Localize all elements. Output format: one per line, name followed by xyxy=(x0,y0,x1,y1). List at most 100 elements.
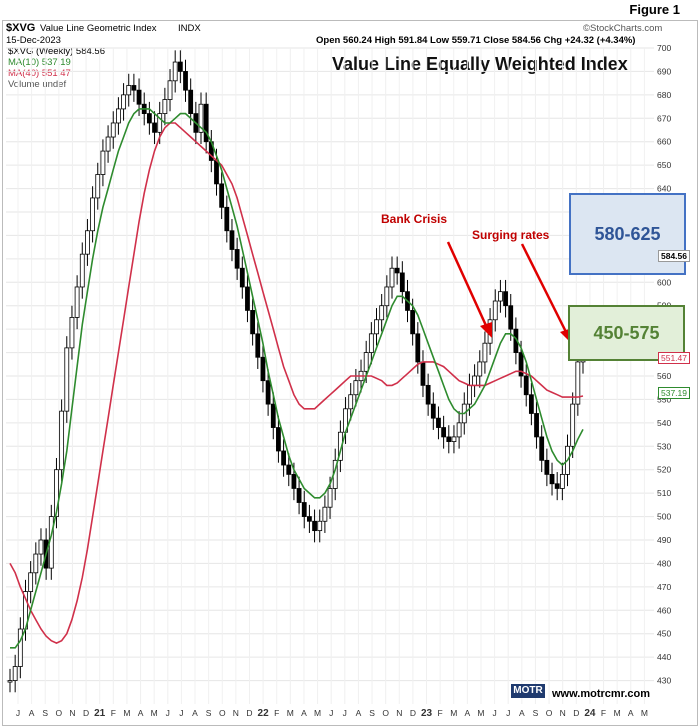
candle-body xyxy=(74,286,80,318)
y-tick-label: 460 xyxy=(657,605,671,615)
x-tick-label: M xyxy=(450,708,457,718)
y-tick-label: 660 xyxy=(657,137,671,147)
ma40-price-tag: 551.47 xyxy=(658,352,690,364)
x-tick-label: A xyxy=(138,708,144,718)
x-tick-label: D xyxy=(83,708,89,718)
chart-date: 15-Dec-2023 xyxy=(6,35,61,46)
x-tick-label: M xyxy=(151,708,158,718)
candle-body xyxy=(327,488,333,508)
candle-body xyxy=(570,403,576,447)
x-tick-label: F xyxy=(274,708,279,718)
candle-body xyxy=(234,249,240,269)
candle-body xyxy=(12,666,18,681)
x-tick-label: S xyxy=(206,708,212,718)
x-tick-label: D xyxy=(573,708,579,718)
candle-body xyxy=(534,413,539,438)
ohlc-readout: Open 560.24 High 591.84 Low 559.71 Close… xyxy=(316,35,636,46)
candle-body xyxy=(420,361,426,386)
candle-body xyxy=(394,267,400,274)
x-tick-label: A xyxy=(301,708,307,718)
x-tick-label: A xyxy=(29,708,35,718)
x-tick-label: M xyxy=(314,708,321,718)
y-tick-label: 430 xyxy=(657,676,671,686)
candle-body xyxy=(389,267,395,288)
x-tick-label: 23 xyxy=(421,708,433,719)
candle-body xyxy=(157,113,163,133)
x-tick-label: N xyxy=(396,708,402,718)
legend-ma10: MA(10) 537.19 xyxy=(8,57,71,68)
x-tick-label: O xyxy=(56,708,63,718)
candle-body xyxy=(399,272,405,293)
candle-body xyxy=(348,394,354,410)
candle-body xyxy=(64,347,70,412)
candle-body xyxy=(575,361,581,405)
candle-body xyxy=(260,356,266,382)
chart-title: Value Line Equally Weighted Index xyxy=(332,54,628,74)
y-tick-label: 670 xyxy=(657,113,671,123)
candle-body xyxy=(368,333,374,353)
candle-body xyxy=(503,291,508,307)
candle-body xyxy=(322,506,328,522)
y-tick-label: 700 xyxy=(657,43,671,53)
x-tick-label: A xyxy=(356,708,362,718)
x-tick-label: A xyxy=(192,708,198,718)
x-tick-label: M xyxy=(477,708,484,718)
y-tick-label: 510 xyxy=(657,488,671,498)
x-tick-label: F xyxy=(601,708,606,718)
candle-body xyxy=(446,436,452,442)
candle-body xyxy=(441,427,447,438)
x-tick-label: A xyxy=(519,708,525,718)
legend-weekly: $XVG (Weekly) 584.56 xyxy=(8,46,105,57)
candle-body xyxy=(224,206,230,232)
candle-body xyxy=(136,89,142,105)
last-price-tag: 584.56 xyxy=(658,250,690,262)
index-name: Value Line Geometric Index xyxy=(40,23,157,34)
x-tick-label: O xyxy=(382,708,389,718)
candle-body xyxy=(54,469,59,517)
candle-body xyxy=(167,80,173,100)
candle-body xyxy=(100,150,106,175)
x-tick-label: J xyxy=(16,708,20,718)
candle-body xyxy=(17,628,23,667)
y-tick-label: 650 xyxy=(657,160,671,170)
candle-body xyxy=(172,61,178,82)
candle-body xyxy=(229,230,235,250)
candle-body xyxy=(239,267,245,288)
candle-body xyxy=(265,380,271,405)
candle-body xyxy=(59,410,65,471)
ma10-price-tag: 537.19 xyxy=(658,387,690,399)
candle-body xyxy=(301,502,307,517)
surging-rates-label: Surging rates xyxy=(472,228,550,242)
candle-body xyxy=(508,305,514,330)
x-tick-label: J xyxy=(166,708,170,718)
ma10-line xyxy=(10,108,584,649)
x-tick-label: O xyxy=(546,708,553,718)
candle-body xyxy=(245,286,250,311)
candle-body xyxy=(79,253,85,288)
candle-body xyxy=(559,473,565,489)
x-tick-label: D xyxy=(410,708,416,718)
candle-body xyxy=(528,394,534,414)
candle-body xyxy=(518,352,524,377)
y-tick-label: 450 xyxy=(657,629,671,639)
candle-body xyxy=(451,436,457,442)
x-tick-labels: J A S O N D 21 F M A M J J A S O N D 22 F M A M J J A S O N D 23 F M A M J J… xyxy=(16,708,648,719)
legend-ma40: MA(40) 551.47 xyxy=(8,68,71,79)
y-tick-label: 490 xyxy=(657,535,671,545)
motr-logo: MOTR xyxy=(511,684,545,698)
candle-body xyxy=(523,375,529,396)
candle-body xyxy=(121,94,126,110)
y-tick-label: 690 xyxy=(657,66,671,76)
x-tick-label: N xyxy=(560,708,566,718)
x-tick-label: M xyxy=(123,708,130,718)
candle-body xyxy=(188,89,194,114)
candle-body xyxy=(131,85,137,91)
surging-rates-arrow xyxy=(520,243,570,337)
x-tick-label: J xyxy=(343,708,347,718)
candle-body xyxy=(152,122,157,133)
candle-body xyxy=(90,197,95,232)
y-tick-label: 480 xyxy=(657,558,671,568)
candle-body xyxy=(28,572,34,592)
x-tick-label: F xyxy=(438,708,443,718)
